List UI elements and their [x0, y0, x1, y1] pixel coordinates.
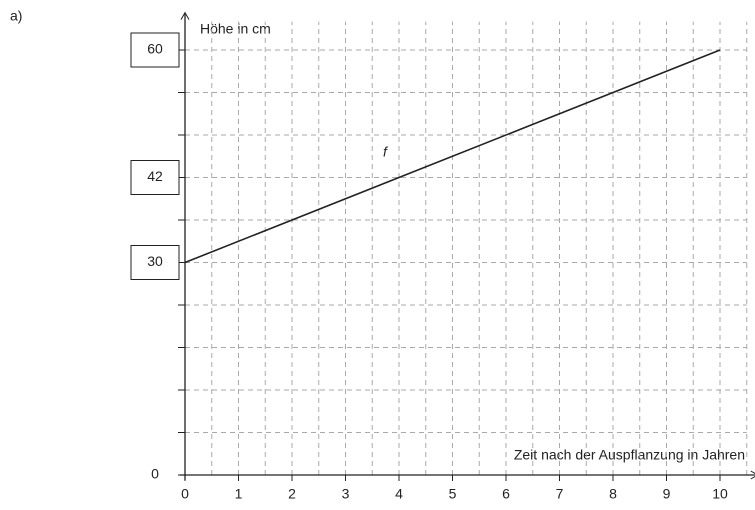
answer-box — [130, 245, 180, 280]
x-tick-label: 4 — [395, 486, 403, 502]
y-tick-label: 30 — [147, 253, 163, 269]
x-tick-label: 3 — [342, 486, 350, 502]
x-axis-arrow — [750, 470, 755, 480]
x-tick-label: 7 — [556, 486, 564, 502]
x-tick-label: 1 — [235, 486, 243, 502]
x-tick-label: 9 — [663, 486, 671, 502]
y-tick-label: 0 — [151, 466, 159, 482]
x-tick-label: 5 — [449, 486, 457, 502]
y-tick-label: 60 — [147, 41, 163, 57]
series-label: f — [383, 143, 389, 159]
x-tick-label: 8 — [609, 486, 617, 502]
x-tick-label: 6 — [502, 486, 510, 502]
y-axis-label: Höhe in cm — [200, 21, 271, 37]
x-tick-label: 10 — [712, 486, 728, 502]
y-axis-arrow — [180, 11, 190, 20]
y-tick-label: 42 — [147, 168, 163, 184]
part-label: a) — [10, 8, 22, 24]
line — [184, 49, 721, 264]
x-axis-label: Zeit nach der Auspflanzung in Jahren — [514, 447, 745, 463]
answer-box — [130, 160, 180, 195]
answer-box — [130, 32, 180, 68]
x-tick-label: 0 — [181, 486, 189, 502]
x-tick-label: 2 — [288, 486, 296, 502]
